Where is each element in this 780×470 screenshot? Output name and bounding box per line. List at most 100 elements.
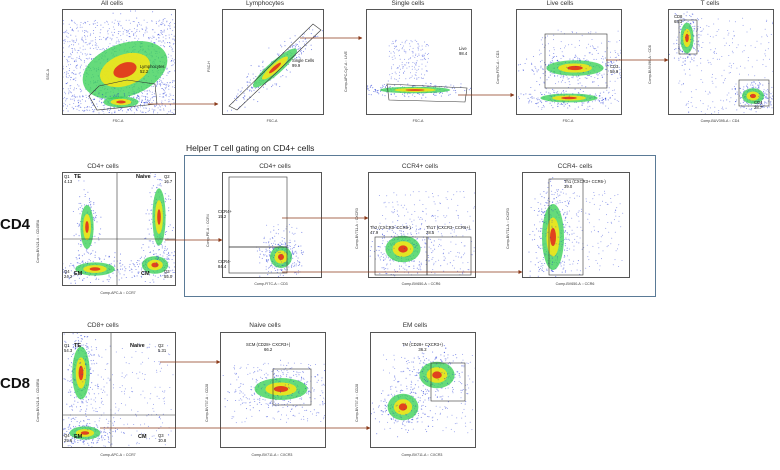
density-cloud — [63, 10, 175, 114]
panel-all-cells: All cells SSC-A FSC-A Lymphocytes 52.2 — [42, 0, 182, 132]
panel-ccr4-pos: CCR4+ cells Comp-BV711-A :: CXCR3 Comp-B… — [350, 163, 490, 293]
subset-te: TE — [74, 174, 82, 180]
scatter-plot — [63, 10, 175, 114]
gate-rect-th1 — [548, 178, 584, 276]
density-cloud — [518, 50, 621, 92]
x-axis-label: Comp-BUV395-A :: CD4 — [700, 119, 740, 123]
density-cloud — [367, 80, 471, 99]
gate-label-th2: Th2 (CXCR3- CCR6-) 47.9 — [370, 225, 411, 235]
plot-area — [220, 332, 326, 448]
scatter-plot — [63, 173, 175, 285]
gate-polygon-live — [386, 83, 468, 103]
scatter-plot — [367, 39, 471, 103]
panel-ccr4-gate: CD4+ cells Comp-PE-A :: CCR4 Comp-FITC-A… — [200, 163, 350, 293]
panel-title: Single cells — [391, 0, 425, 7]
scatter-plot — [226, 23, 323, 112]
quadrant-q3: Q3 55.0 — [164, 269, 173, 279]
gate-label: Single Cells 99.9 — [292, 58, 315, 68]
panel-title: Live cells — [546, 0, 574, 7]
panel-title: CCR4+ cells — [401, 163, 439, 170]
subset-te: TE — [74, 343, 82, 349]
panel-title: Naive cells — [249, 322, 281, 329]
density-cloud — [517, 86, 616, 111]
subset-cm: CM — [141, 271, 150, 277]
gate-polygon-lymphocytes — [88, 79, 158, 111]
quadrant-q4: Q4 29.6 — [64, 433, 73, 443]
x-axis-label: Comp-BV711-A :: CXCR3 — [251, 453, 293, 457]
gate-label-ccr4-pos: CCR4+ 15.2 — [218, 209, 232, 219]
density-cloud — [255, 229, 305, 277]
scatter-noise — [378, 191, 475, 276]
gate-label-th17: Th17 (CXCR3- CCR6+) 28.5 — [426, 225, 471, 235]
scatter-noise — [382, 353, 474, 434]
gate-rect-th17 — [426, 236, 472, 276]
scatter-noise — [68, 343, 174, 447]
gate-label-tm: TM (CD28+ CXCR3+) 36.2 — [402, 342, 443, 352]
panel-naive-cells: Naive cells Comp-BV737-A :: CD28 Comp-BV… — [200, 322, 330, 468]
x-axis-label: Comp-FITC-A :: CD3 — [254, 282, 288, 286]
x-axis-label: Comp-APC-A :: CCR7 — [100, 453, 136, 457]
density-cloud — [72, 180, 102, 276]
plot-area — [668, 9, 774, 115]
density-cloud — [394, 341, 475, 405]
x-axis-label: FSC-A — [562, 119, 574, 123]
gate-label-scm: SCM (CD28+ CXCR3+) 66.2 — [246, 342, 291, 352]
panel-live-cells: Live cells Comp-FITC-A :: CD3 FSC-A CD3 … — [490, 0, 630, 132]
quadrant-q1: Q1 4.13 — [64, 174, 73, 184]
gate-label-cd8: CD8 68.3 — [674, 14, 683, 24]
panel-title: All cells — [100, 0, 124, 7]
gate-label-cd4: CD4 28.7 — [754, 100, 763, 110]
scatter-plot — [371, 341, 475, 438]
row-label-cd8: CD8 — [0, 375, 31, 392]
scatter-plot — [63, 333, 175, 447]
plot-area — [222, 172, 322, 278]
gate-rect-scm — [272, 368, 312, 406]
scatter-plot — [369, 191, 475, 277]
plot-area — [370, 332, 476, 448]
x-axis-label: Comp-BV650-A :: CCR6 — [401, 282, 441, 286]
scatter-noise — [263, 224, 299, 274]
density-cloud — [63, 417, 125, 447]
quadrant-q4: Q4 24.2 — [64, 269, 73, 279]
plot-area — [368, 172, 476, 278]
density-cloud — [145, 173, 174, 281]
gate-rect-cd8 — [678, 19, 698, 55]
helper-box — [184, 155, 656, 297]
subset-em: EM — [74, 271, 83, 277]
panel-title: CCR4- cells — [557, 163, 593, 170]
quadrant-q3: Q3 10.8 — [158, 433, 167, 443]
plot-area — [62, 9, 176, 115]
density-cloud — [116, 237, 175, 284]
gate-rect-ccr4-neg — [228, 246, 288, 274]
panel-title: T cells — [700, 0, 720, 7]
density-cloud — [528, 177, 581, 277]
panel-cd4-cells: CD4+ cells Comp-BV421-A :: CD45RA Comp-A… — [28, 163, 178, 303]
scatter-plot — [669, 11, 773, 114]
x-axis-label: FSC-A — [112, 119, 124, 123]
gate-label: CD3 59.8 — [610, 64, 619, 74]
panel-lymphocytes: Lymphocytes FSC-H FSC-A Single Cells 99.… — [200, 0, 330, 132]
helper-title: Helper T cell gating on CD4+ cells — [186, 143, 315, 153]
gate-rect-tm — [430, 362, 466, 402]
scatter-noise — [388, 39, 430, 81]
panel-em-cells: EM cells Comp-BV737-A :: CD28 Comp-BV711… — [350, 322, 480, 468]
panel-cd8-cells: CD8+ cells Comp-BV421-A :: CD45RA Comp-A… — [28, 322, 178, 468]
density-cloud — [369, 210, 451, 277]
x-axis-label: Comp-BV711-A :: CXCR3 — [401, 453, 443, 457]
density-cloud — [669, 11, 703, 75]
panel-title: CD8+ cells — [87, 322, 119, 329]
density-cloud — [63, 250, 141, 284]
quadrant-q1: Q1 54.3 — [64, 343, 73, 353]
panel-ccr4-neg: CCR4- cells Comp-BV711-A :: CXCR3 Comp-B… — [500, 163, 650, 293]
subset-em: EM — [74, 434, 83, 440]
density-cloud — [722, 81, 773, 113]
x-axis-label: Comp-BV650-A :: CCR6 — [555, 282, 595, 286]
plot-area — [62, 332, 176, 448]
scatter-plot — [228, 176, 305, 277]
scatter-plot — [222, 359, 325, 424]
gate-label-ccr4-neg: CCR4- 84.4 — [218, 259, 231, 269]
plot-area — [516, 9, 622, 115]
quadrant-q2: Q2 16.7 — [164, 174, 173, 184]
scatter-noise — [538, 190, 624, 272]
